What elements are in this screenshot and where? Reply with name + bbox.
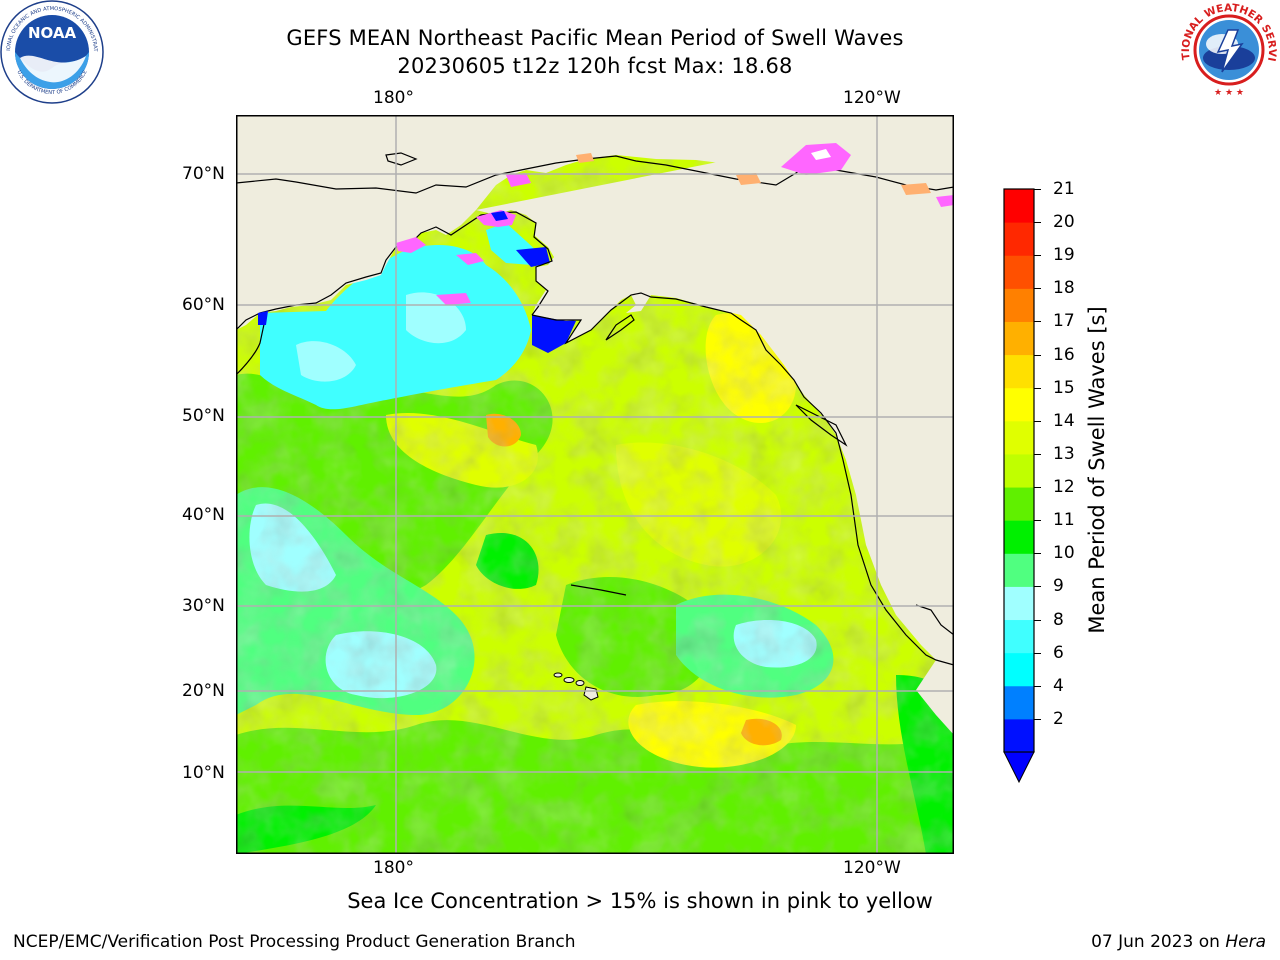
date-prefix: 07 Jun 2023 on [1091, 932, 1226, 952]
map-title: GEFS MEAN Northeast Pacific Mean Period … [286, 26, 904, 50]
colorbar-segment [1004, 652, 1034, 687]
colorbar-segment [1004, 619, 1034, 654]
colorbar-segment [1004, 718, 1034, 753]
colorbar-tick-mark [1034, 453, 1041, 455]
colorbar-tick-mark [1034, 189, 1041, 190]
colorbar-tick-mark [1034, 420, 1041, 422]
colorbar-tick-label: 14 [1053, 410, 1075, 431]
lat-tick-50n: 50°N [182, 406, 225, 426]
colorbar-tick-label: 13 [1053, 443, 1075, 464]
lightning-bolt-icon [1216, 29, 1244, 73]
colorbar-segment [1004, 222, 1034, 256]
colorbar-segment [1004, 520, 1034, 554]
land-alaska [476, 115, 954, 660]
colorbar-tick-mark [1034, 553, 1041, 555]
colorbar-segment [1004, 586, 1034, 621]
lon-tick-top-120w: 120°W [843, 88, 901, 108]
colorbar-tick-label: 4 [1053, 675, 1064, 696]
colorbar-tick-mark [1034, 321, 1041, 323]
colorbar-tick-mark [1034, 586, 1041, 588]
colorbar-tick-label: 20 [1053, 212, 1075, 233]
colorbar [1003, 188, 1035, 784]
colorbar-segment [1004, 354, 1034, 389]
colorbar-tick-mark [1034, 487, 1041, 489]
map-subtitle: 20230605 t12z 120h fcst Max: 18.68 [397, 54, 793, 78]
nws-logo: NATIONAL WEATHER SERVICE ★ ★ ★ [1178, 0, 1278, 98]
colorbar-tick-label: 19 [1053, 245, 1075, 266]
lat-tick-40n: 40°N [182, 505, 225, 525]
lat-tick-60n: 60°N [182, 295, 225, 315]
colorbar-tick-mark [1034, 354, 1041, 356]
colorbar-tick-label: 18 [1053, 278, 1075, 299]
colorbar-tick-label: 6 [1053, 642, 1064, 663]
lon-tick-bottom-120w: 120°W [843, 858, 901, 878]
colorbar-segment [1004, 685, 1034, 720]
colorbar-label: Mean Period of Swell Waves [s] [1085, 306, 1109, 634]
colorbar-tick-label: 9 [1053, 576, 1064, 597]
colorbar-segment [1004, 453, 1034, 488]
noaa-logo-text: NOAA [28, 24, 77, 42]
date-text: 07 Jun 2023 on Hera [1091, 932, 1266, 952]
colorbar-segment [1004, 255, 1034, 289]
colorbar-tick-mark [1034, 222, 1041, 224]
map-panel [236, 115, 954, 854]
lat-tick-30n: 30°N [182, 596, 225, 616]
lon-tick-top-180: 180° [373, 88, 414, 108]
colorbar-segment [1004, 189, 1034, 223]
colorbar-segment [1004, 321, 1034, 356]
colorbar-tick-mark [1034, 718, 1041, 720]
noaa-logo: NOAA NATIONAL OCEANIC AND ATMOSPHERIC AD… [0, 0, 104, 104]
colorbar-segment [1004, 288, 1034, 322]
sea-ice-note: Sea Ice Concentration > 15% is shown in … [347, 889, 933, 913]
svg-text:★ ★ ★: ★ ★ ★ [1214, 88, 1244, 98]
lat-tick-70n: 70°N [182, 164, 225, 184]
colorbar-tick-label: 12 [1053, 477, 1075, 498]
lat-tick-20n: 20°N [182, 681, 225, 701]
sea-ice-overlay [258, 143, 954, 325]
colorbar-tick-mark [1034, 520, 1041, 522]
date-machine: Hera [1225, 932, 1266, 952]
colorbar-under-triangle [1003, 751, 1035, 784]
colorbar-tick-label: 17 [1053, 311, 1075, 332]
colorbar-tick-mark [1034, 619, 1041, 621]
colorbar-tick-label: 15 [1053, 377, 1075, 398]
graticule [236, 115, 954, 854]
colorbar-segment [1004, 387, 1034, 422]
colorbar-tick-label: 16 [1053, 344, 1075, 365]
credit-text: NCEP/EMC/Verification Post Processing Pr… [13, 932, 576, 952]
colorbar-tick-label: 11 [1053, 510, 1075, 531]
colorbar-segment [1004, 553, 1034, 587]
colorbar-segment [1004, 487, 1034, 521]
colorbar-tick-label: 10 [1053, 543, 1075, 564]
colorbar-tick-mark [1034, 288, 1041, 290]
colorbar-tick-label: 21 [1053, 179, 1075, 199]
lat-tick-10n: 10°N [182, 763, 225, 783]
colorbar-tick-label: 8 [1053, 609, 1064, 630]
colorbar-tick-label: 2 [1053, 708, 1064, 729]
colorbar-tick-mark [1034, 685, 1041, 687]
lon-tick-bottom-180: 180° [373, 858, 414, 878]
colorbar-segment [1004, 420, 1034, 455]
colorbar-tick-mark [1034, 652, 1041, 654]
colorbar-tick-mark [1034, 387, 1041, 389]
colorbar-tick-mark [1034, 255, 1041, 257]
